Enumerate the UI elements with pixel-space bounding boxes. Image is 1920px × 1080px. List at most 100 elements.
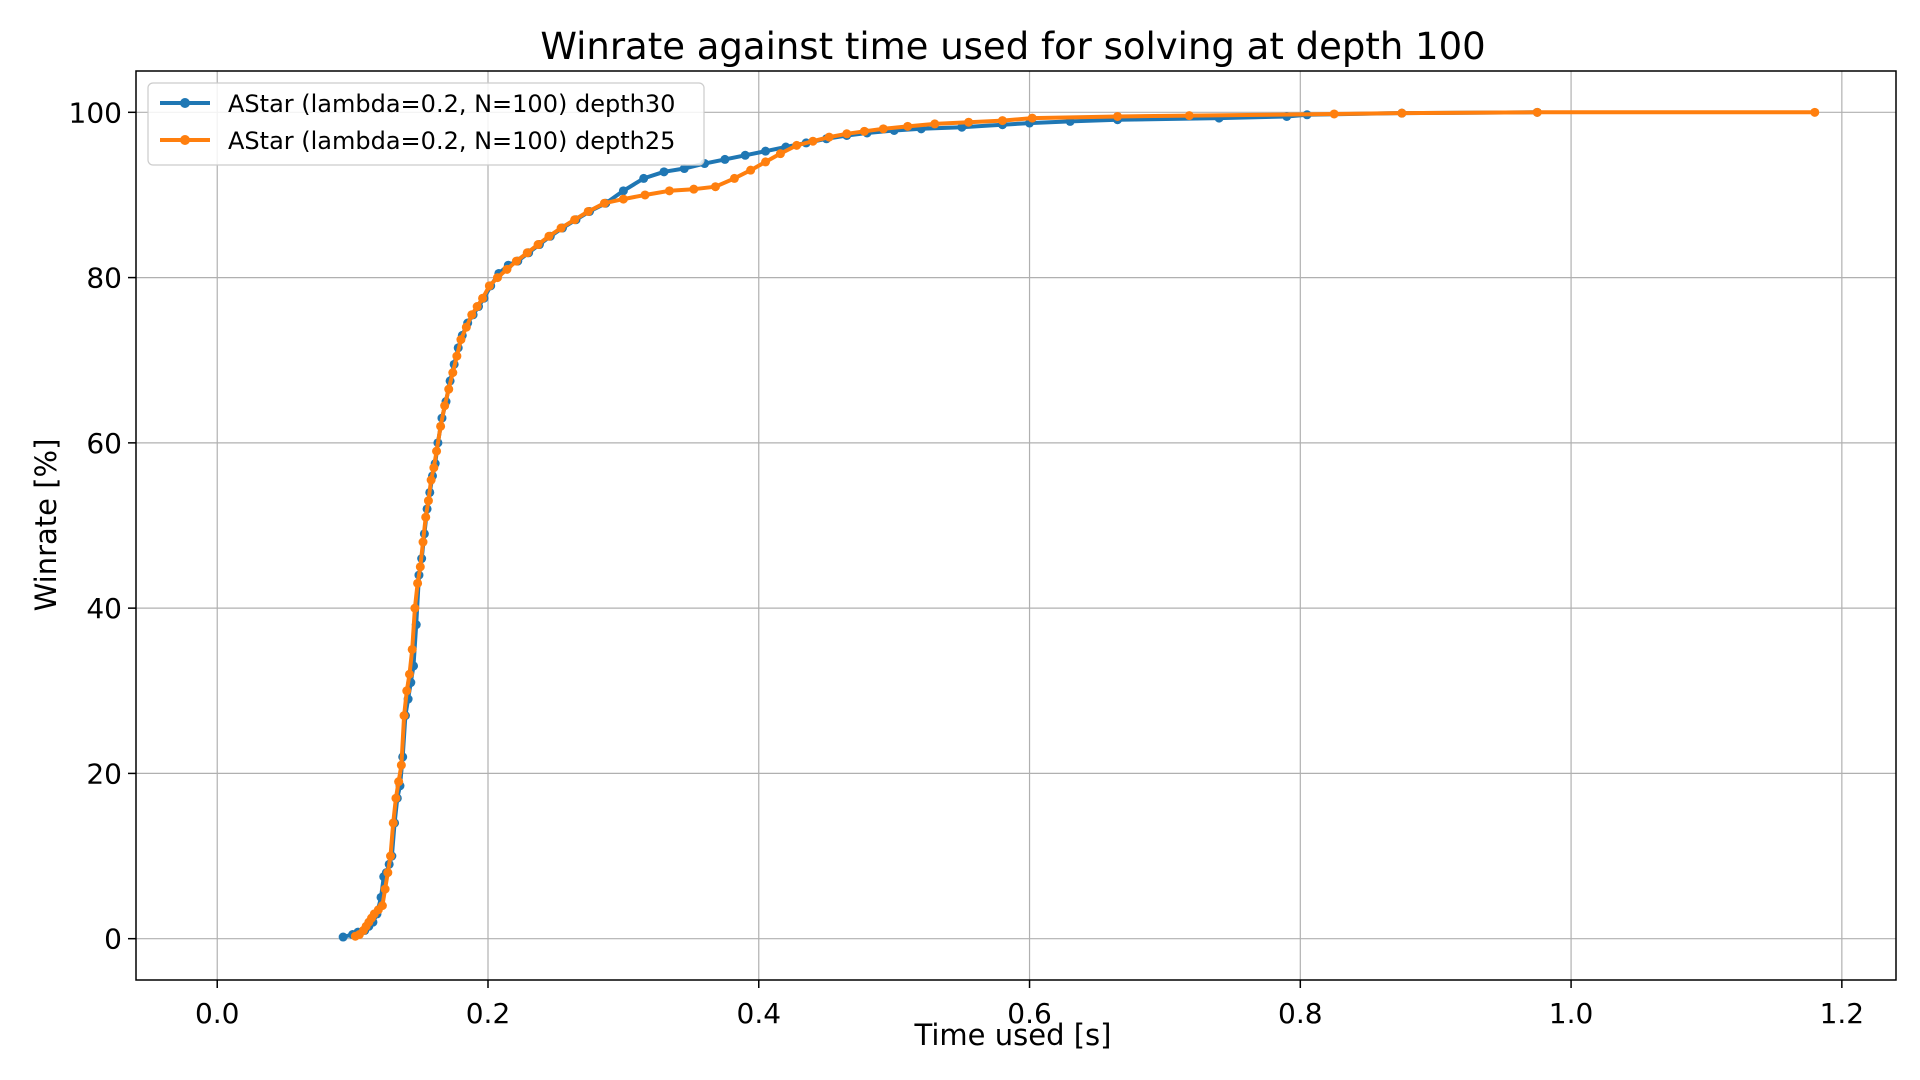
data-point bbox=[394, 777, 404, 787]
legend-swatch-marker bbox=[180, 135, 190, 145]
data-point bbox=[404, 669, 414, 679]
data-point bbox=[1810, 107, 1820, 117]
data-point bbox=[377, 901, 387, 911]
data-point bbox=[746, 165, 756, 175]
legend-label: AStar (lambda=0.2, N=100) depth25 bbox=[228, 127, 675, 155]
data-point bbox=[842, 129, 852, 139]
series-markers-1 bbox=[350, 107, 1820, 941]
x-tick-label: 0.8 bbox=[1278, 997, 1323, 1030]
data-point bbox=[386, 851, 396, 861]
data-point bbox=[429, 463, 439, 473]
legend-label: AStar (lambda=0.2, N=100) depth30 bbox=[228, 90, 675, 118]
data-point bbox=[824, 132, 834, 142]
data-point bbox=[380, 884, 390, 894]
data-point bbox=[618, 186, 628, 196]
data-point bbox=[502, 264, 512, 274]
series-markers-0 bbox=[338, 107, 1542, 942]
data-point bbox=[792, 140, 802, 150]
data-point bbox=[410, 603, 420, 613]
data-point bbox=[423, 496, 433, 506]
y-tick-label: 20 bbox=[86, 757, 122, 790]
data-point bbox=[720, 154, 730, 164]
x-axis-label: Time used [s] bbox=[914, 1018, 1112, 1052]
data-point bbox=[484, 281, 494, 291]
x-tick-label: 1.0 bbox=[1549, 997, 1594, 1030]
data-point bbox=[640, 190, 650, 200]
data-point bbox=[761, 157, 771, 167]
data-point bbox=[679, 164, 689, 174]
data-point bbox=[639, 173, 649, 183]
data-point bbox=[729, 173, 739, 183]
legend-swatch-marker bbox=[180, 98, 190, 108]
data-point bbox=[689, 184, 699, 194]
data-point bbox=[533, 240, 543, 250]
data-point bbox=[407, 644, 417, 654]
series-line-0 bbox=[341, 110, 1540, 939]
y-tick-label: 40 bbox=[86, 592, 122, 625]
data-point bbox=[710, 182, 720, 192]
series-layer bbox=[338, 107, 1820, 942]
data-point bbox=[391, 793, 401, 803]
data-point bbox=[1113, 111, 1123, 121]
data-point bbox=[415, 562, 425, 572]
data-point bbox=[396, 760, 406, 770]
x-tick-label: 0.6 bbox=[1007, 997, 1052, 1030]
data-point bbox=[426, 475, 436, 485]
series-line-1 bbox=[353, 110, 1817, 939]
x-tick-label: 0.0 bbox=[195, 997, 240, 1030]
data-point bbox=[399, 711, 409, 721]
data-point bbox=[452, 351, 462, 361]
data-point bbox=[461, 322, 471, 332]
data-point bbox=[618, 194, 628, 204]
data-point bbox=[436, 421, 446, 431]
data-point bbox=[1184, 111, 1194, 121]
data-point bbox=[664, 186, 674, 196]
data-point bbox=[478, 293, 488, 303]
data-point bbox=[492, 273, 502, 283]
data-point bbox=[740, 150, 750, 160]
chart-title: Winrate against time used for solving at… bbox=[540, 25, 1485, 68]
y-tick-label: 0 bbox=[104, 923, 122, 956]
data-point bbox=[957, 122, 967, 132]
data-point bbox=[421, 512, 431, 522]
data-point bbox=[997, 116, 1007, 126]
data-point bbox=[599, 198, 609, 208]
data-point bbox=[444, 384, 454, 394]
data-point bbox=[859, 126, 869, 136]
data-point bbox=[1329, 109, 1339, 119]
plot-frame bbox=[135, 70, 1897, 981]
y-tick-label: 100 bbox=[69, 96, 122, 129]
y-tick-label: 80 bbox=[86, 262, 122, 295]
data-point bbox=[659, 167, 669, 177]
legend-box bbox=[147, 82, 705, 166]
data-point bbox=[761, 146, 771, 156]
x-tick-label: 0.4 bbox=[737, 997, 782, 1030]
data-point bbox=[413, 578, 423, 588]
x-tick-label: 1.2 bbox=[1820, 997, 1865, 1030]
data-point bbox=[544, 231, 554, 241]
legend: AStar (lambda=0.2, N=100) depth30 AStar (… bbox=[147, 82, 705, 166]
data-point bbox=[432, 446, 442, 456]
data-point bbox=[338, 932, 348, 942]
data-point bbox=[467, 310, 477, 320]
data-point bbox=[808, 136, 818, 146]
data-point bbox=[456, 335, 466, 345]
data-point bbox=[775, 149, 785, 159]
data-point bbox=[472, 302, 482, 312]
data-point bbox=[570, 215, 580, 225]
data-point bbox=[440, 401, 450, 411]
y-axis-label: Winrate [%] bbox=[29, 439, 63, 612]
y-axis-ticks: 0 20 40 60 80 100 bbox=[69, 96, 136, 956]
data-point bbox=[388, 818, 398, 828]
x-axis-ticks: 0.0 0.2 0.4 0.6 0.8 1.0 1.2 bbox=[195, 980, 1864, 1030]
y-tick-label: 60 bbox=[86, 427, 122, 460]
data-point bbox=[1027, 113, 1037, 123]
data-point bbox=[522, 248, 532, 258]
x-tick-label: 0.2 bbox=[466, 997, 511, 1030]
data-point bbox=[448, 368, 458, 378]
data-point bbox=[1397, 108, 1407, 118]
data-point bbox=[402, 686, 412, 696]
data-point bbox=[878, 124, 888, 134]
